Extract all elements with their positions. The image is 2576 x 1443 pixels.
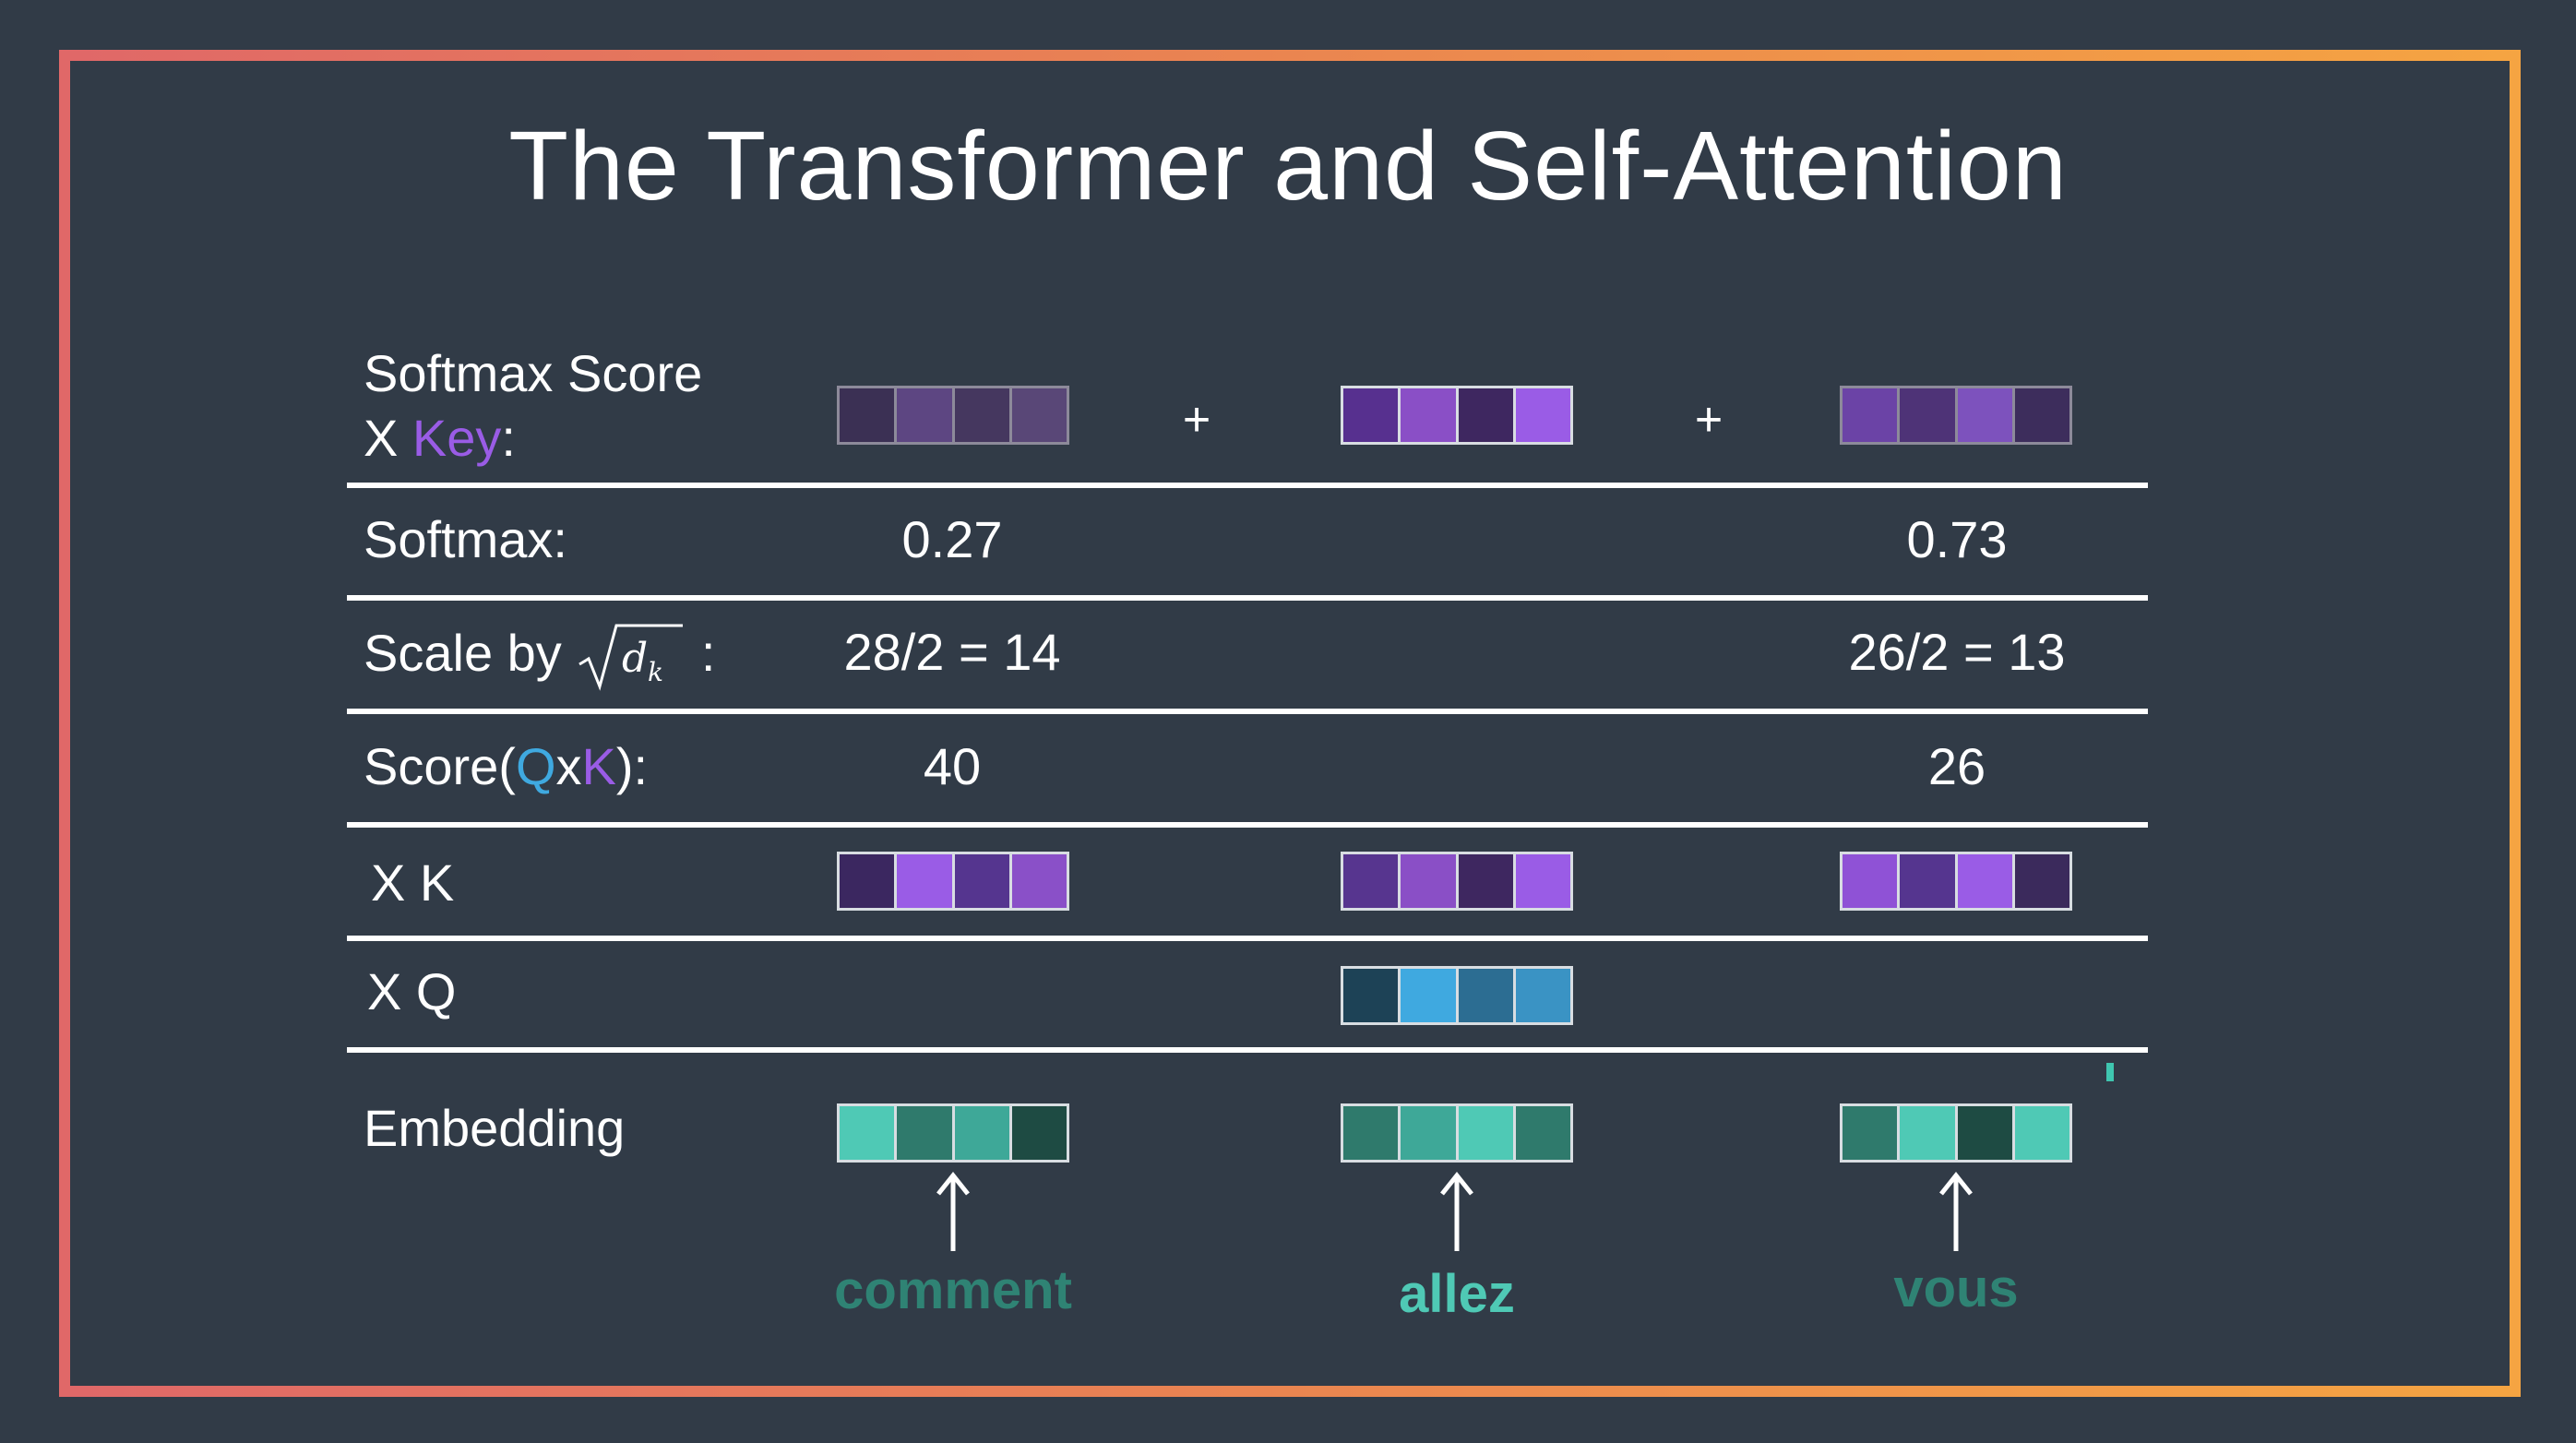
plus-sign: + — [1182, 393, 1211, 447]
softmax-value-vous: 0.73 — [1906, 510, 2008, 568]
word-allez: allez — [1399, 1264, 1515, 1324]
scale-label-post: : — [686, 623, 716, 682]
vector-cell — [954, 1106, 1012, 1160]
vector-cell — [1011, 388, 1067, 442]
softmax-key-label-colon: : — [501, 409, 516, 467]
vector-cell — [1515, 969, 1570, 1022]
vector-cell — [1515, 854, 1570, 908]
vector-cell — [1843, 388, 1901, 442]
arrow-up-icon — [1939, 1171, 1973, 1251]
vector-cell — [1011, 854, 1067, 908]
scale-value-vous: 26/2 = 13 — [1848, 623, 2066, 681]
scale-value-comment: 28/2 = 14 — [843, 623, 1061, 681]
vector-cell — [1843, 854, 1901, 908]
word-comment: comment — [834, 1260, 1072, 1320]
embedding-label: Embedding — [364, 1099, 626, 1157]
arrow-up-icon — [936, 1171, 970, 1251]
slide-title: The Transformer and Self-Attention — [508, 112, 2068, 221]
vector-cell — [1458, 969, 1516, 1022]
svg-text:d: d — [622, 635, 648, 682]
vector-cell — [1401, 969, 1459, 1022]
softmax-label: Softmax: — [364, 510, 567, 568]
vector-cell — [1343, 969, 1401, 1022]
vector-cell — [1011, 1106, 1067, 1160]
vector-cell — [1458, 388, 1516, 442]
vector-cell — [840, 388, 898, 442]
vector-cell — [1957, 1106, 2015, 1160]
vector-cell — [1957, 854, 2015, 908]
teal-marker — [2106, 1063, 2114, 1081]
score-value-vous: 26 — [1927, 737, 1986, 795]
softmax-key-label-x: X — [364, 409, 412, 467]
vector-cell — [1401, 388, 1459, 442]
vector-cell — [897, 388, 955, 442]
plus-sign: + — [1694, 393, 1723, 447]
row-divider — [347, 595, 2148, 601]
key-vector-vous — [1840, 852, 2072, 911]
gradient-frame — [59, 50, 2521, 1397]
row-divider — [347, 709, 2148, 714]
vector-cell — [1515, 1106, 1570, 1160]
score-label-x: x — [555, 737, 582, 795]
query-vector-allez — [1341, 966, 1573, 1025]
softmax-key-label-key: Key — [411, 409, 502, 467]
vector-cell — [840, 1106, 898, 1160]
xq-label: X Q — [367, 962, 457, 1020]
vector-cell — [1401, 854, 1459, 908]
vector-cell — [1343, 854, 1401, 908]
score-value-comment: 40 — [923, 737, 982, 795]
vector-cell — [1343, 388, 1401, 442]
scale-label: Scale by d k : — [364, 620, 715, 694]
vector-cell — [2014, 1106, 2069, 1160]
vector-cell — [1458, 1106, 1516, 1160]
vector-cell — [1900, 854, 1958, 908]
softmax-key-label-line1: Softmax Score — [364, 344, 703, 402]
key-vector-comment — [837, 852, 1069, 911]
svg-text:k: k — [648, 657, 663, 687]
vector-cell — [897, 1106, 955, 1160]
score-label-q: Q — [515, 737, 556, 795]
embedding-vector-vous — [1840, 1103, 2072, 1163]
scale-label-pre: Scale by — [364, 623, 577, 682]
vector-cell — [1843, 1106, 1901, 1160]
row-divider — [347, 483, 2148, 488]
row-divider — [347, 1047, 2148, 1053]
vector-cell — [2014, 388, 2069, 442]
vector-cell — [1900, 388, 1958, 442]
word-vous: vous — [1893, 1258, 2019, 1318]
score-label: Score(QxK): — [364, 734, 648, 799]
vector-cell — [1957, 388, 2015, 442]
row-divider — [347, 936, 2148, 941]
vector-cell — [954, 854, 1012, 908]
vector-cell — [1900, 1106, 1958, 1160]
softmax-key-vector-vous — [1840, 386, 2072, 445]
row-divider — [347, 822, 2148, 828]
key-vector-allez — [1341, 852, 1573, 911]
softmax-key-vector-comment — [837, 386, 1069, 445]
softmax-key-vector-allez — [1341, 386, 1573, 445]
embedding-vector-allez — [1341, 1103, 1573, 1163]
softmax-value-comment: 0.27 — [901, 510, 1003, 568]
vector-cell — [897, 854, 955, 908]
embedding-vector-comment — [837, 1103, 1069, 1163]
softmax-key-label: Softmax Score X Key: — [364, 341, 702, 471]
arrow-up-icon — [1440, 1171, 1473, 1251]
vector-cell — [1515, 388, 1570, 442]
vector-cell — [954, 388, 1012, 442]
vector-cell — [840, 854, 898, 908]
score-label-pre: Score( — [364, 737, 516, 795]
vector-cell — [1401, 1106, 1459, 1160]
score-label-k: K — [581, 737, 616, 795]
square-root-dk-icon: d k — [578, 624, 684, 691]
score-label-post: ): — [615, 737, 649, 795]
xk-label: X K — [371, 853, 455, 912]
vector-cell — [1343, 1106, 1401, 1160]
vector-cell — [2014, 854, 2069, 908]
vector-cell — [1458, 854, 1516, 908]
